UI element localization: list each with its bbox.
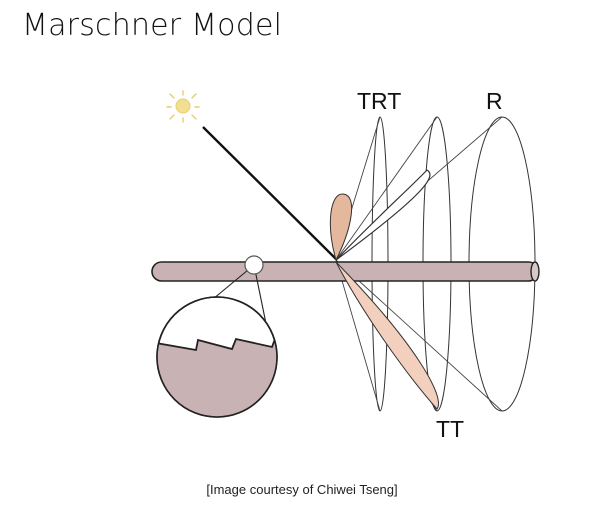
lobe-tt (335, 261, 439, 410)
magnifier (156, 255, 278, 418)
slide-title: Marschner Model (22, 8, 283, 43)
label-r: R (486, 88, 503, 114)
image-credit: [Image courtesy of Chiwei Tseng] (206, 482, 398, 497)
magnifier-lens (244, 255, 264, 275)
cuticle-scales (157, 335, 277, 417)
incident-ray (202, 126, 337, 260)
lobe-trt (329, 193, 353, 262)
label-trt: TRT (357, 88, 401, 114)
lobe-r (335, 169, 431, 261)
label-tt: TT (436, 416, 464, 442)
sun-icon (166, 90, 200, 123)
